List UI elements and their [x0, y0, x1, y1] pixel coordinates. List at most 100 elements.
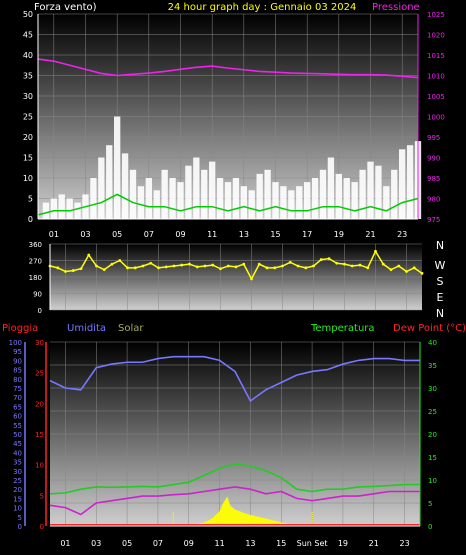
wind-gust-bar	[256, 173, 263, 219]
direction-point	[141, 264, 145, 268]
direction-point	[118, 259, 122, 262]
wind-y-tick-label: 20	[23, 133, 33, 142]
wind-x-tick-label: 21	[365, 230, 375, 239]
pressure-y-tick-label: 1010	[427, 73, 445, 81]
temperature-y-tick-label: 40	[428, 339, 437, 347]
wind-gust-bar	[399, 149, 406, 219]
humidity-y-tick-label: 40	[13, 449, 22, 457]
rain-y-tick-label: 30	[35, 339, 44, 347]
wind-y-tick-label: 25	[23, 113, 33, 122]
compass-s: S	[437, 275, 444, 288]
direction-point	[358, 263, 362, 267]
direction-point	[79, 267, 83, 271]
temperature-y-tick-label: 5	[428, 500, 432, 508]
direction-y-tick-label: 90	[33, 291, 42, 299]
direction-point	[319, 258, 323, 261]
humidity-y-tick-label: 45	[13, 440, 22, 448]
humidity-y-tick-label: 10	[13, 505, 22, 513]
humidity-y-tick-label: 55	[13, 422, 22, 430]
wind-gust-bar	[201, 169, 208, 219]
wind-x-tick-label: 13	[239, 230, 249, 239]
wind-gust-bar	[327, 157, 335, 219]
humidity-y-tick-label: 5	[18, 514, 22, 522]
direction-point	[389, 268, 393, 272]
solar-area	[188, 496, 297, 526]
climate-x-tick-label: 05	[122, 539, 132, 548]
direction-point	[281, 264, 284, 268]
direction-point	[397, 264, 401, 268]
humidity-y-tick-label: 15	[13, 495, 22, 503]
direction-point	[343, 262, 346, 266]
legend-solar: Solar	[118, 323, 144, 334]
wind-x-tick-label: 05	[112, 230, 122, 239]
wind-gust-bar	[137, 186, 145, 219]
humidity-y-tick-label: 90	[13, 357, 22, 365]
wind-gust-bar	[383, 186, 390, 219]
wind-gust-bar	[216, 178, 224, 219]
direction-point	[374, 249, 377, 253]
direction-point	[296, 264, 300, 268]
wind-title: Forza vento)	[34, 2, 97, 13]
direction-y-tick-label: 180	[29, 274, 42, 282]
pressure-y-tick-label: 1025	[427, 11, 445, 19]
humidity-y-tick-label: 80	[13, 376, 22, 384]
direction-point	[71, 269, 75, 272]
temperature-y-tick-label: 20	[428, 431, 437, 439]
wind-y-tick-label: 5	[28, 195, 33, 204]
wind-gust-bar	[343, 178, 350, 219]
wind-y-tick-label: 35	[23, 72, 33, 81]
wind-gust-bar	[145, 178, 152, 219]
temperature-y-tick-label: 30	[428, 385, 437, 393]
humidity-y-tick-label: 0	[18, 523, 22, 531]
wind-y-tick-label: 10	[23, 174, 33, 183]
humidity-y-tick-label: 65	[13, 403, 22, 411]
direction-point	[203, 264, 207, 268]
compass-n-bottom: N	[436, 307, 444, 320]
wind-gust-bar	[311, 178, 319, 219]
wind-x-tick-label: 07	[144, 230, 154, 239]
wind-x-tick-label: 09	[175, 230, 185, 239]
compass-e: E	[437, 291, 444, 304]
wind-x-tick-label: 01	[49, 230, 59, 239]
wind-gust-bar	[280, 186, 287, 219]
temperature-y-tick-label: 10	[428, 477, 437, 485]
wind-gust-bar	[296, 186, 303, 219]
direction-point	[102, 268, 106, 272]
direction-point	[87, 253, 91, 257]
humidity-y-tick-label: 30	[13, 468, 22, 476]
legend-rain: Pioggia	[2, 323, 38, 334]
humidity-y-tick-label: 60	[13, 413, 22, 421]
direction-point	[288, 260, 292, 264]
legend-dewpoint: Dew Point (°C)	[393, 323, 466, 334]
humidity-y-tick-label: 35	[13, 459, 22, 467]
wind-gust-bar	[304, 182, 311, 219]
climate-x-tick-label: 21	[369, 539, 379, 548]
wind-gust-bar	[121, 153, 129, 219]
direction-point	[133, 266, 137, 270]
temperature-y-tick-label: 35	[428, 362, 437, 370]
wind-gust-bar	[161, 169, 168, 219]
legend-humidity: Umidita	[67, 323, 106, 334]
direction-point	[188, 262, 191, 266]
pressure-y-tick-label: 1000	[427, 114, 445, 122]
wind-gust-bar	[264, 169, 271, 219]
rain-y-tick-label: 15	[35, 431, 44, 439]
direction-point	[273, 266, 277, 270]
climate-x-tick-label: 23	[399, 539, 409, 548]
wind-gust-bar	[351, 182, 358, 219]
direction-point	[242, 262, 246, 266]
wind-gust-bar	[359, 169, 366, 219]
direction-point	[312, 264, 315, 268]
humidity-y-tick-label: 70	[13, 394, 22, 402]
climate-x-tick-label: 13	[245, 539, 255, 548]
direction-y-tick-label: 360	[29, 241, 42, 249]
direction-y-tick-label: 0	[38, 307, 42, 315]
wind-gust-bar	[391, 169, 398, 219]
pressure-y-tick-label: 1020	[427, 32, 445, 40]
climate-x-tick-label: 03	[91, 539, 101, 548]
wind-gust-bar	[74, 202, 81, 219]
temperature-y-tick-label: 0	[428, 523, 432, 531]
climate-x-tick-label: 19	[338, 539, 348, 548]
direction-point	[381, 262, 385, 266]
wind-gust-bar	[185, 165, 192, 219]
